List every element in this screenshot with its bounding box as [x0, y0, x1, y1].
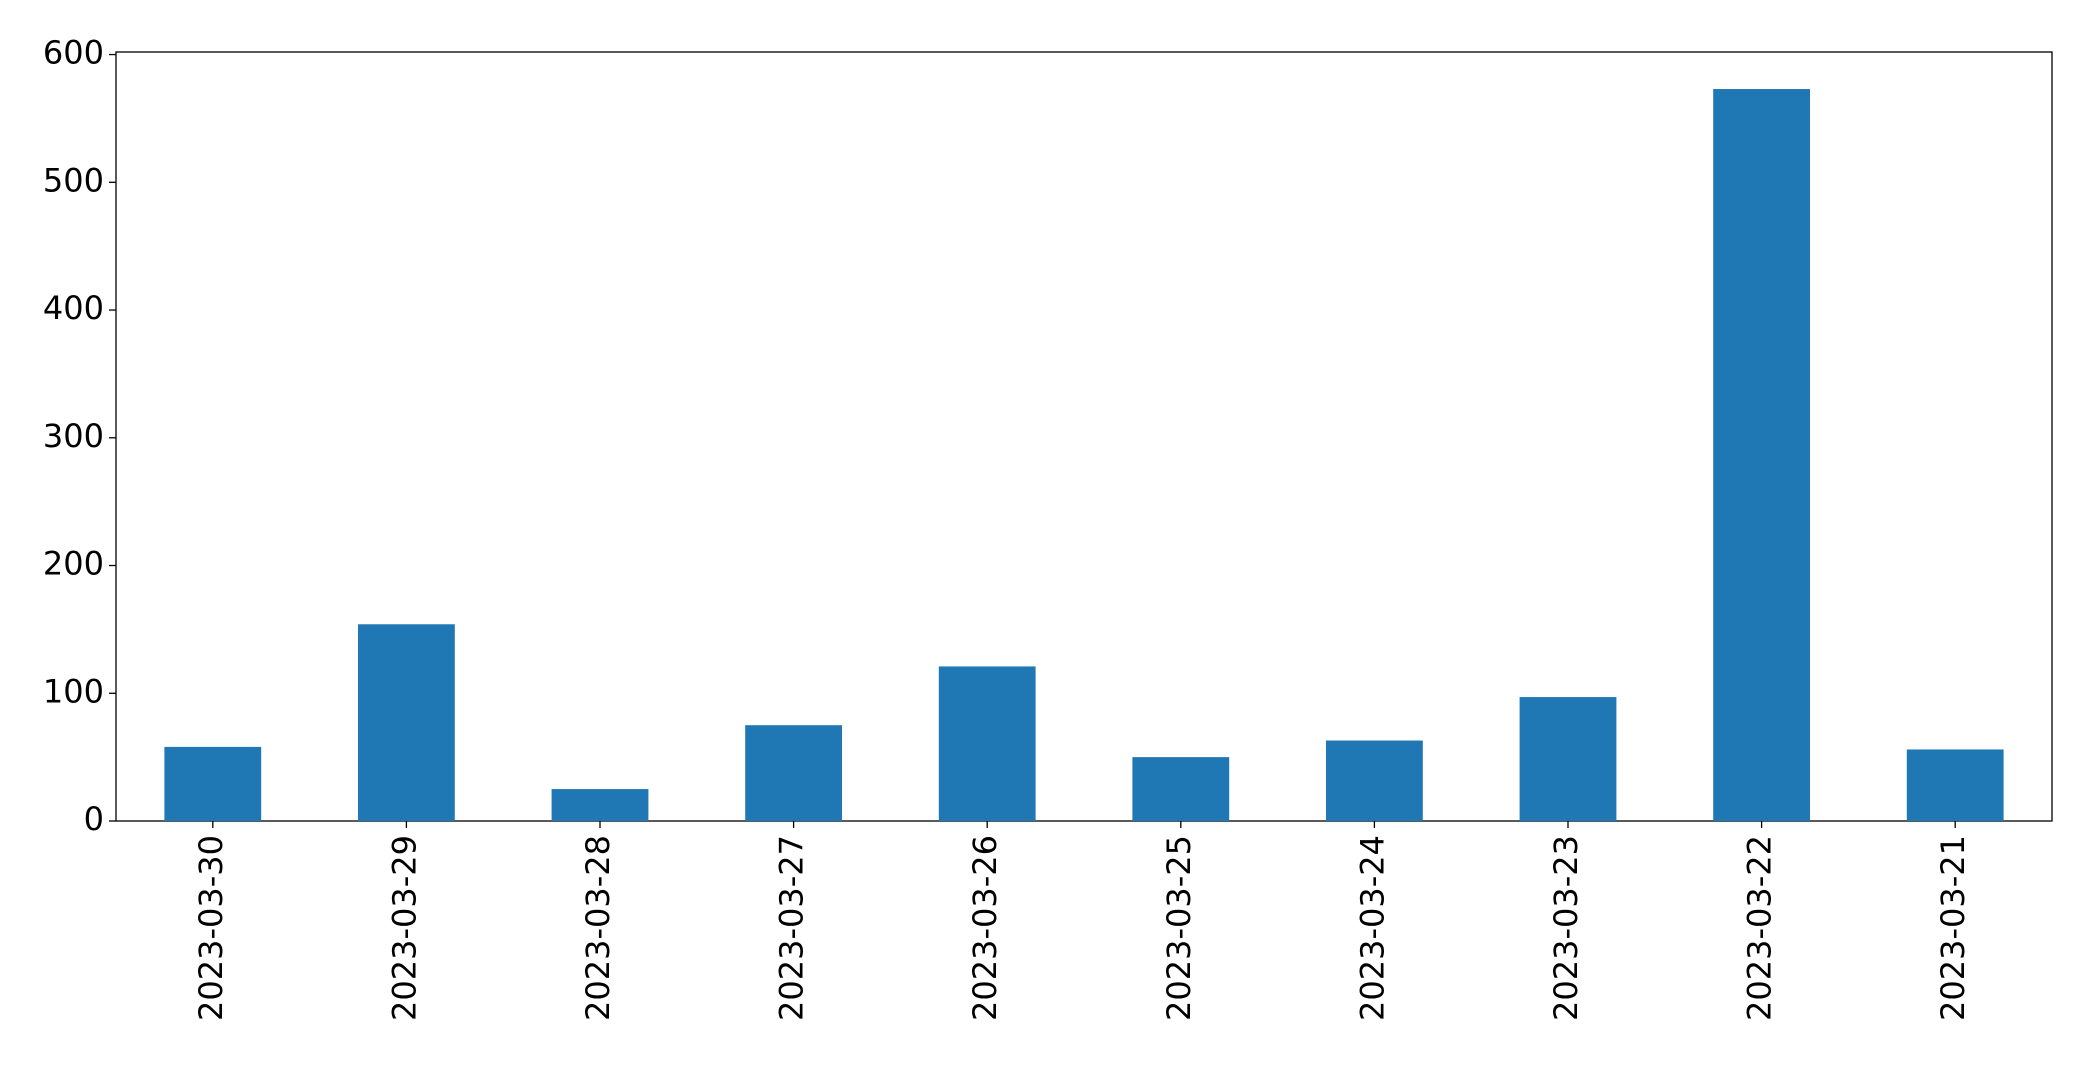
y-tick-label: 200: [43, 545, 104, 583]
x-tick-label: 2023-03-23: [1547, 835, 1585, 1021]
y-tick-label: 600: [43, 34, 104, 72]
x-tick-label: 2023-03-30: [192, 835, 230, 1021]
bar: [1713, 89, 1810, 821]
x-tick-label: 2023-03-29: [385, 835, 423, 1021]
x-tick-label: 2023-03-26: [966, 835, 1004, 1021]
bar: [164, 746, 262, 821]
y-tick-label: 400: [43, 289, 104, 327]
bar: [1906, 749, 2004, 821]
x-tick-label: 2023-03-21: [1934, 835, 1972, 1021]
y-tick-label: 300: [43, 417, 104, 455]
y-tick-label: 100: [43, 672, 104, 710]
bar: [358, 624, 455, 821]
bar: [551, 789, 649, 821]
bar: [1132, 757, 1230, 821]
x-tick-label: 2023-03-25: [1160, 835, 1198, 1021]
x-tick-label: 2023-03-28: [579, 835, 617, 1021]
bar: [938, 666, 1036, 821]
y-tick-label: 0: [84, 800, 104, 838]
bar: [745, 725, 842, 821]
x-tick-label: 2023-03-22: [1741, 835, 1779, 1021]
plot-frame: [115, 51, 2053, 822]
x-tick-label: 2023-03-27: [773, 835, 811, 1021]
bar: [1519, 697, 1617, 821]
bar: [1326, 740, 1423, 821]
x-tick-label: 2023-03-24: [1353, 835, 1391, 1021]
y-tick-label: 500: [43, 161, 104, 199]
